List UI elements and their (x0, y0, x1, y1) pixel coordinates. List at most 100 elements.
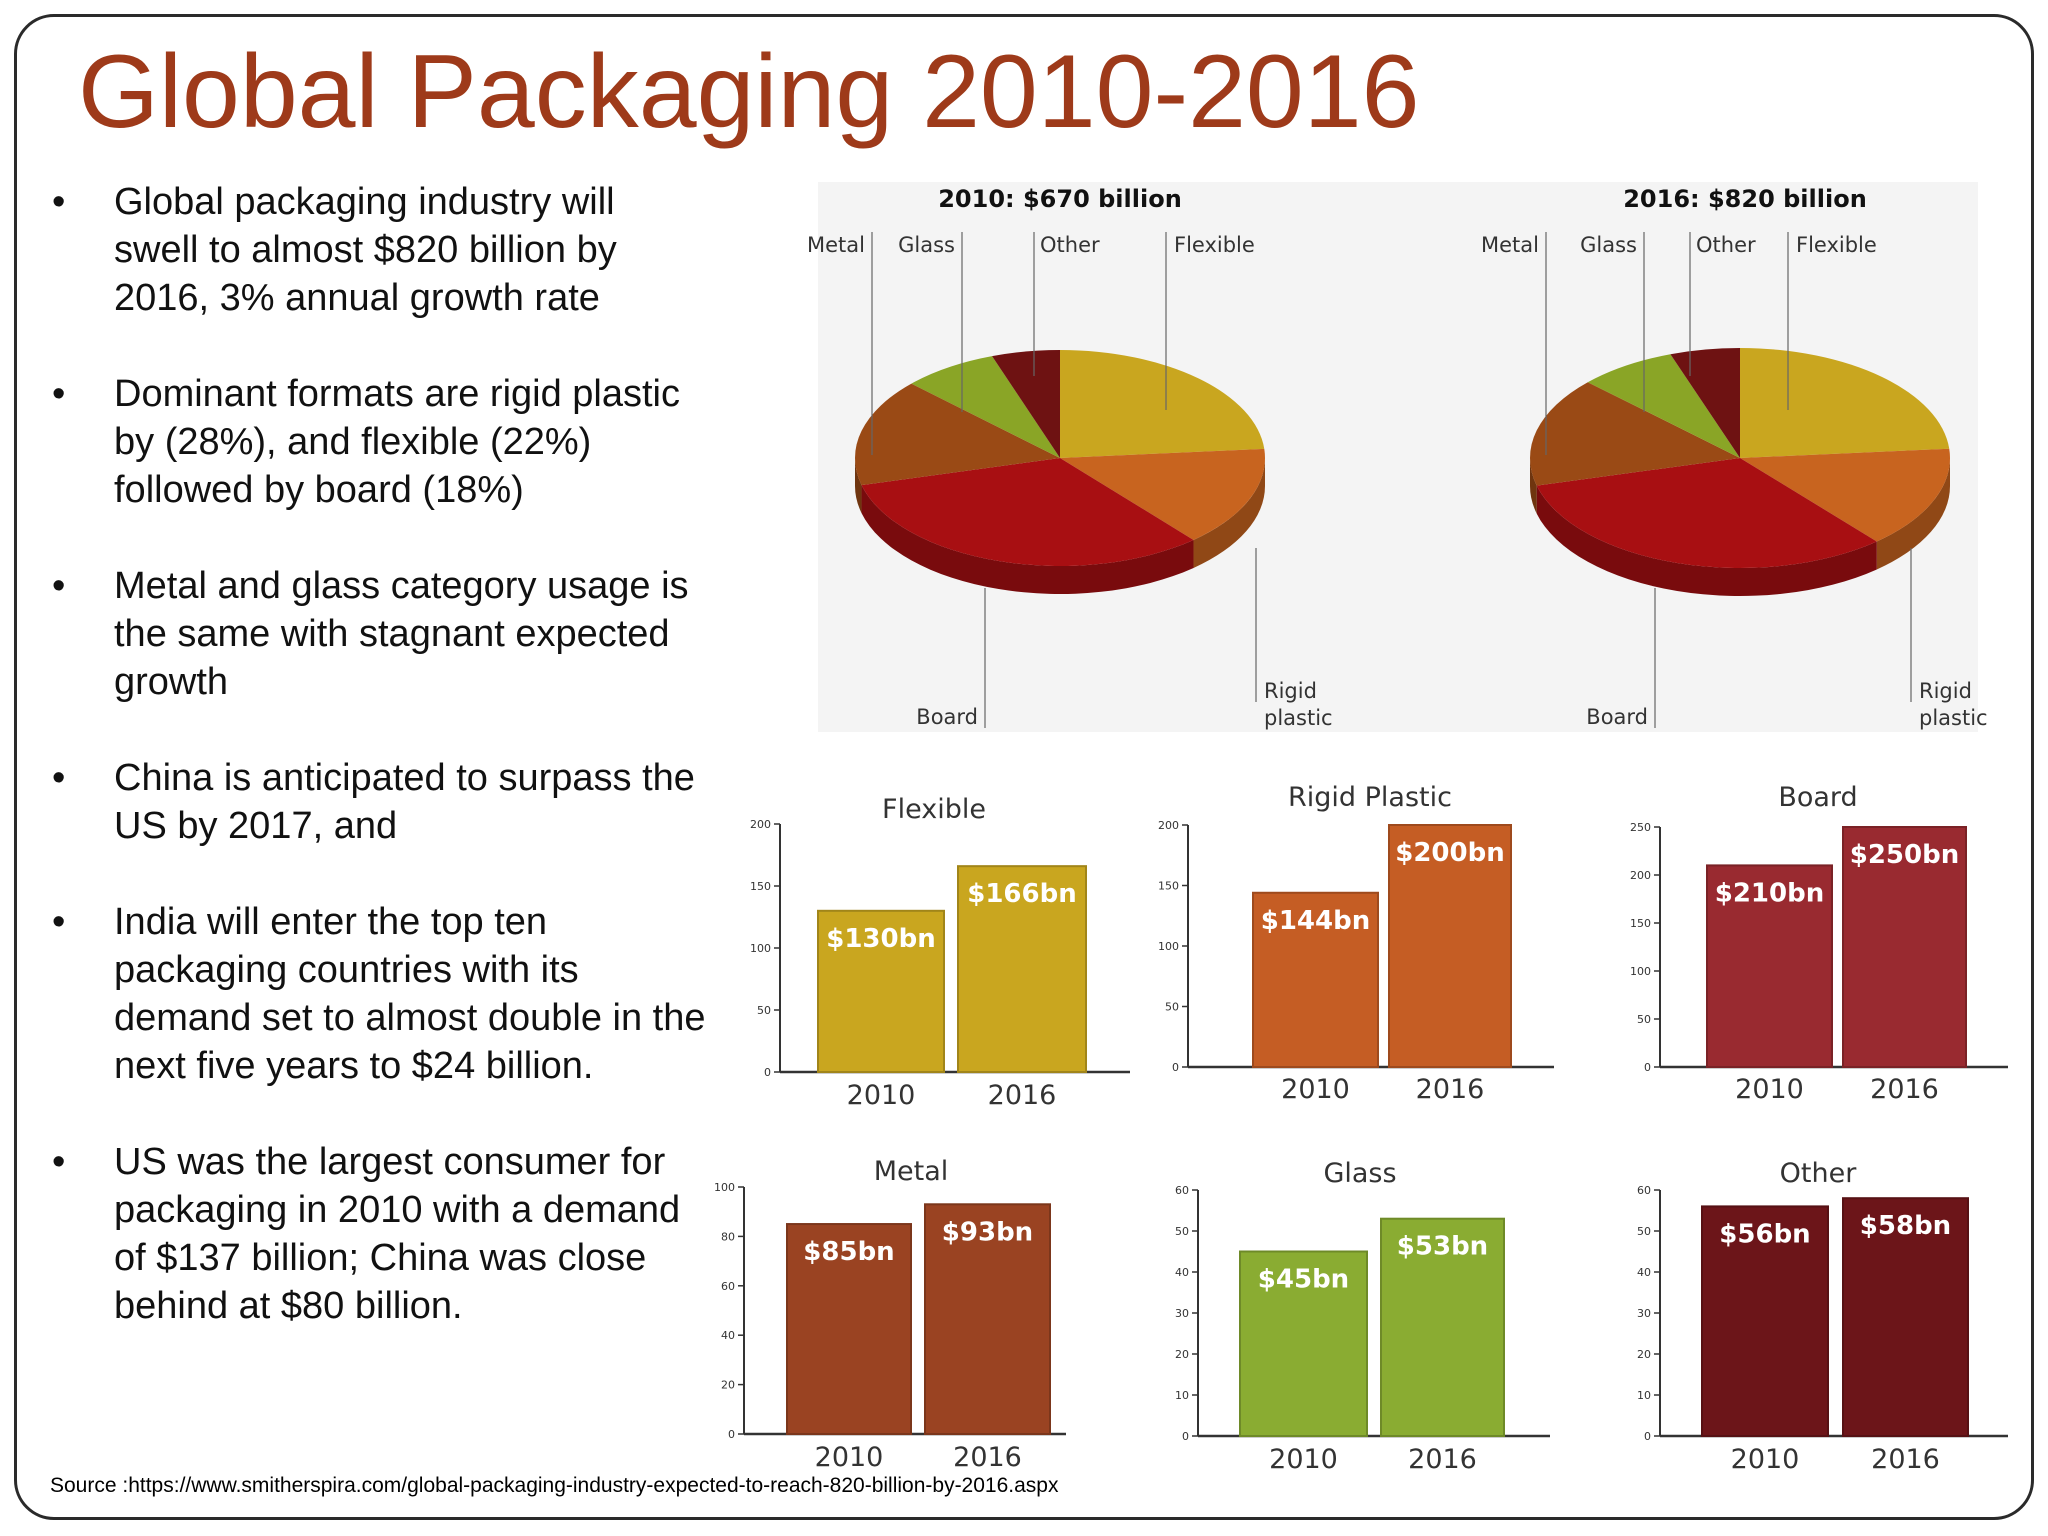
pie-label: plastic (1919, 706, 1988, 730)
bar-2010 (1239, 1250, 1368, 1437)
bar-value-label: $200bn (1395, 838, 1504, 868)
pie-label: Glass (898, 233, 955, 257)
bar-2016 (1842, 1197, 1969, 1437)
bullet-marker: • (52, 757, 66, 799)
y-tick-label: 100 (1158, 940, 1179, 953)
pie-slice-side (1876, 458, 1950, 570)
bullet-text: India will enter the top ten packaging c… (114, 901, 706, 1087)
pie-label: Metal (807, 233, 865, 257)
y-tick-label: 20 (1637, 1348, 1651, 1361)
y-tick-label: 200 (750, 818, 771, 831)
bar-2010 (817, 909, 945, 1073)
bar-chart-flexible: Flexible 0 50 100 150 200 $130bn 2010 $166bn 2016 (750, 794, 1130, 1111)
bar-chart-title: Glass (1323, 1158, 1396, 1189)
y-tick-label: 100 (714, 1181, 735, 1194)
bar-chart-title: Metal (874, 1156, 949, 1187)
y-tick-label: 100 (1630, 965, 1651, 978)
bar-2016 (924, 1203, 1051, 1436)
bar-2010 (1706, 864, 1833, 1069)
pie-label: Other (1040, 233, 1100, 257)
y-tick-label: 60 (1175, 1184, 1189, 1197)
bullet-text: US was the largest consumer for packagin… (114, 1141, 681, 1327)
y-tick-label: 10 (1175, 1389, 1189, 1402)
y-tick-label: 150 (1158, 880, 1179, 893)
pie-slice-side (861, 485, 1194, 595)
bar-value-label: $53bn (1397, 1232, 1488, 1262)
bar-value-label: $56bn (1719, 1219, 1810, 1249)
x-tick-label: 2010 (1281, 1074, 1350, 1105)
x-tick-label: 2010 (1731, 1444, 1800, 1475)
pie-slice-side (855, 458, 862, 514)
bullet-text: Metal and glass category usage is the sa… (114, 565, 689, 703)
y-tick-label: 0 (1182, 1430, 1189, 1443)
bullet-marker: • (52, 565, 66, 607)
bar-value-label: $250bn (1850, 840, 1959, 870)
bar-2016 (1380, 1217, 1505, 1437)
bullet-item: • US was the largest consumer for packagi… (46, 1138, 706, 1330)
bar-2016 (1388, 824, 1512, 1068)
pie-slice-flexible (1740, 348, 1950, 458)
pie-slice-metal (855, 383, 1060, 486)
pie-title: 2016: $820 billion (1623, 185, 1867, 213)
x-tick-label: 2010 (1269, 1444, 1338, 1475)
pie-title: 2010: $670 billion (938, 185, 1182, 213)
pie-slice-other (992, 350, 1060, 458)
pie-slice-board (861, 458, 1194, 567)
bar-chart-title: Rigid Plastic (1288, 782, 1452, 813)
pie-slice-board (1536, 458, 1877, 568)
bar-2010 (786, 1223, 912, 1436)
bar-2010 (1252, 891, 1379, 1069)
pie-chart-2016: 2016: $820 billion Flexible Rigid plastic Bo… (1481, 185, 1988, 730)
pie-label: Flexible (1796, 233, 1877, 257)
y-tick-label: 10 (1637, 1389, 1651, 1402)
bar-chart-title: Flexible (882, 794, 986, 825)
x-tick-label: 2016 (1871, 1444, 1940, 1475)
bar-chart-title: Other (1780, 1158, 1858, 1189)
x-tick-label: 2016 (1408, 1444, 1477, 1475)
y-tick-label: 60 (1637, 1184, 1651, 1197)
y-tick-label: 50 (1175, 1225, 1189, 1238)
y-tick-label: 150 (750, 880, 771, 893)
page-title: Global Packaging 2010-2016 (78, 34, 1420, 150)
bullet-marker: • (52, 373, 66, 415)
bar-value-label: $45bn (1258, 1265, 1349, 1295)
pie-label: Rigid (1264, 679, 1317, 703)
pie-slice-side (1193, 458, 1265, 568)
bullet-text: China is anticipated to surpass the US b… (114, 757, 695, 847)
pie-label: Metal (1481, 233, 1539, 257)
y-tick-label: 0 (1644, 1061, 1651, 1074)
y-tick-label: 50 (1637, 1225, 1651, 1238)
x-tick-label: 2010 (1735, 1074, 1804, 1105)
y-tick-label: 0 (1644, 1430, 1651, 1443)
x-tick-label: 2016 (1870, 1074, 1939, 1105)
pie-slice-rigid-plastic (1060, 448, 1266, 540)
bar-value-label: $130bn (826, 924, 935, 954)
pie-chart-2010: 2010: $670 billion Flexible Rigid plastic Bo… (807, 185, 1333, 730)
bar-2016 (1842, 826, 1967, 1068)
bullet-marker: • (52, 1141, 66, 1183)
pie-slice-other (1670, 347, 1740, 458)
pie-slice-flexible (1060, 350, 1265, 458)
y-tick-label: 80 (721, 1230, 735, 1243)
pie-label: Board (1586, 705, 1648, 729)
bullet-item: • Global packaging industry will swell to… (46, 178, 706, 322)
source-citation: Source :https://www.smitherspira.com/glo… (50, 1474, 1059, 1497)
bullet-item: • China is anticipated to surpass the US … (46, 754, 706, 850)
y-tick-label: 60 (721, 1280, 735, 1293)
y-tick-label: 50 (1165, 1001, 1179, 1014)
x-tick-label: 2016 (1416, 1074, 1485, 1105)
y-tick-label: 30 (1637, 1307, 1651, 1320)
bar-chart-metal: Metal 0 20 40 60 80 100 $85bn 2010 $93bn 2016 (714, 1156, 1066, 1473)
bar-value-label: $144bn (1261, 906, 1370, 936)
bar-2010 (1701, 1205, 1829, 1438)
x-tick-label: 2010 (815, 1442, 884, 1473)
bar-chart-rigid-plastic: Rigid Plastic 0 50 100 150 200 $144bn 2010 $200b… (1158, 782, 1554, 1105)
pie-label: Board (916, 705, 978, 729)
bullet-text: Dominant formats are rigid plastic by (2… (114, 373, 680, 511)
bar-2016 (957, 865, 1087, 1073)
bullet-marker: • (52, 901, 66, 943)
bullet-item: • Dominant formats are rigid plastic by (… (46, 370, 706, 514)
bar-value-label: $166bn (967, 879, 1076, 909)
bar-chart-board: Board 0 50 100 150 200 250 $210bn 2010 $250bn 2016 (1630, 782, 2008, 1105)
pie-slice-glass (1587, 354, 1740, 458)
